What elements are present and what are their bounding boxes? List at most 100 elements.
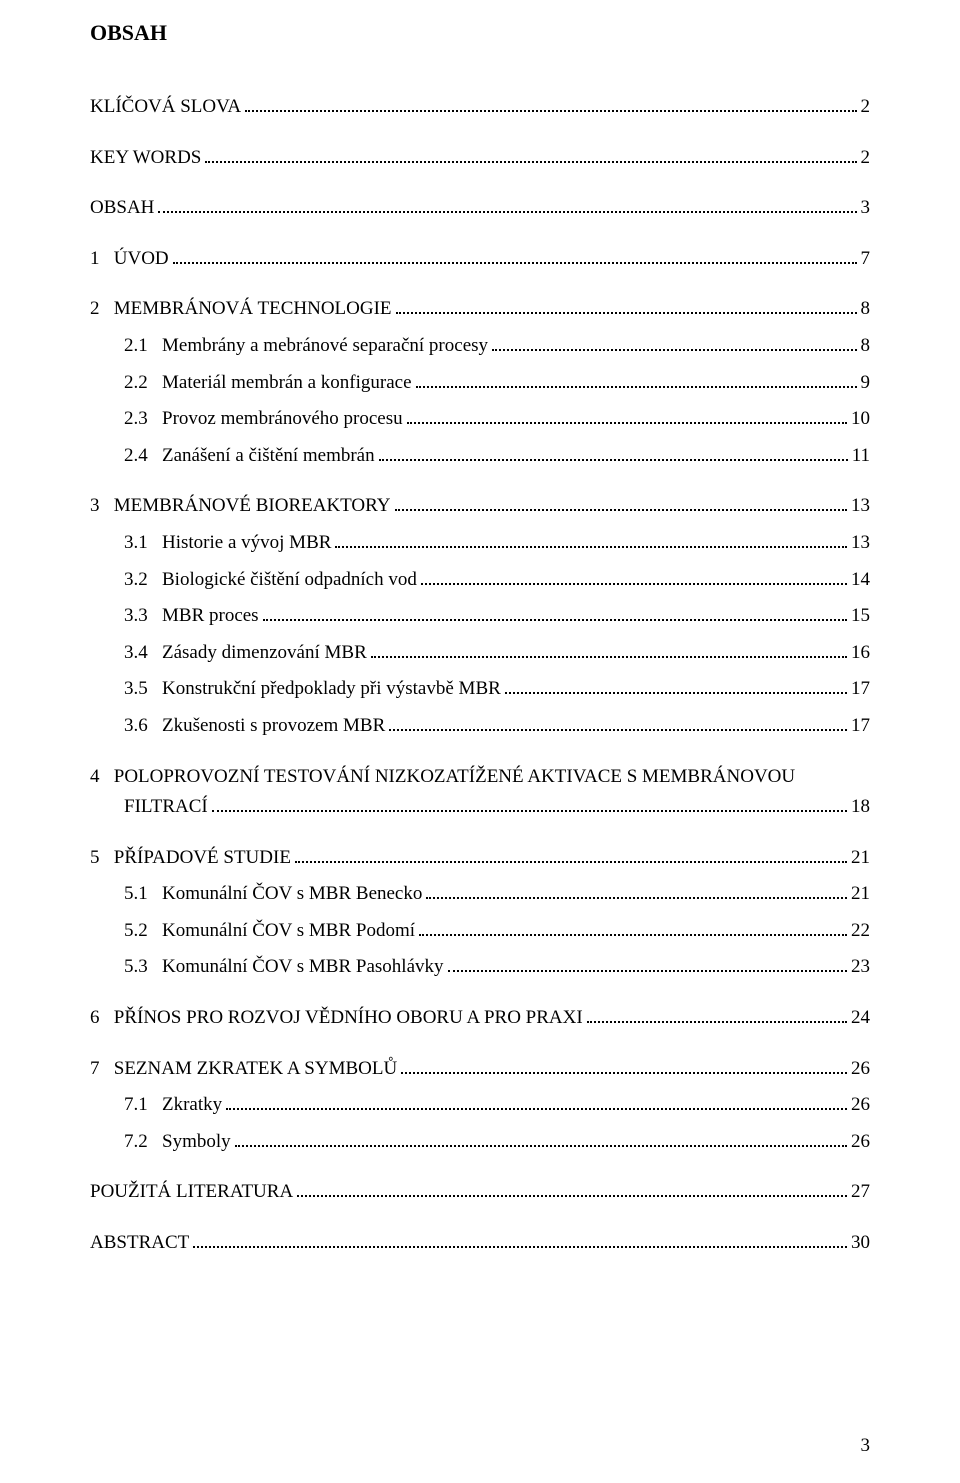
toc-leader	[416, 386, 857, 388]
toc-leader	[212, 810, 847, 812]
toc-entry: KLÍČOVÁ SLOVA 2	[90, 94, 870, 121]
toc-entry-page: 21	[851, 845, 870, 872]
toc-leader	[492, 349, 856, 351]
toc-entry-label: PŘÍNOS PRO ROZVOJ VĚDNÍHO OBORU A PRO PR…	[114, 1005, 583, 1032]
toc-entry-number: 3.3	[124, 603, 162, 630]
toc-entry-page: 8	[861, 296, 871, 323]
toc-leader	[421, 583, 847, 585]
toc-entry-page: 10	[851, 406, 870, 433]
toc-entry-number: 3	[90, 493, 114, 520]
toc-entry: POUŽITÁ LITERATURA 27	[90, 1179, 870, 1206]
toc-entry: 3 MEMBRÁNOVÉ BIOREAKTORY 13	[90, 493, 870, 520]
toc-gap	[90, 750, 870, 764]
toc-title: OBSAH	[90, 20, 870, 46]
toc-entry-number: 7.1	[124, 1092, 162, 1119]
toc-entry-page: 2	[861, 145, 871, 172]
toc-entry-number: 3.4	[124, 640, 162, 667]
toc-entry-label: Zásady dimenzování MBR	[162, 640, 367, 667]
toc-entry-page: 2	[861, 94, 871, 121]
toc-entry-number: 7	[90, 1056, 114, 1083]
toc-entry-label: Provoz membránového procesu	[162, 406, 403, 433]
toc-entry: 3.6 Zkušenosti s provozem MBR17	[90, 713, 870, 740]
toc-entry-page: 27	[851, 1179, 870, 1206]
toc-leader	[505, 692, 847, 694]
toc-entry-continuation: FILTRACÍ18	[90, 794, 870, 821]
toc-entry: 3.3 MBR proces15	[90, 603, 870, 630]
toc-entry-number: 3.2	[124, 567, 162, 594]
toc-body: KLÍČOVÁ SLOVA2KEY WORDS2OBSAH31 ÚVOD72 M…	[90, 94, 870, 1257]
toc-entry-page: 13	[851, 493, 870, 520]
toc-entry: OBSAH3	[90, 195, 870, 222]
toc-entry-label: MBR proces	[162, 603, 259, 630]
toc-leader	[587, 1021, 847, 1023]
toc-gap	[90, 181, 870, 195]
toc-leader	[401, 1072, 847, 1074]
toc-entry: 3.1 Historie a vývoj MBR13	[90, 530, 870, 557]
toc-leader	[158, 211, 856, 213]
toc-entry-label: Biologické čištění odpadních vod	[162, 567, 417, 594]
toc-entry-number: 5.2	[124, 918, 162, 945]
toc-gap	[90, 232, 870, 246]
toc-entry-page: 7	[861, 246, 871, 273]
toc-entry-label: MEMBRÁNOVÉ BIOREAKTORY	[114, 493, 391, 520]
toc-entry-label: SEZNAM ZKRATEK A SYMBOLŮ	[114, 1056, 397, 1083]
toc-entry: 5.2 Komunální ČOV s MBR Podomí22	[90, 918, 870, 945]
toc-entry: KEY WORDS 2	[90, 145, 870, 172]
toc-entry: 4 POLOPROVOZNÍ TESTOVÁNÍ NIZKOZATÍŽENÉ A…	[90, 764, 870, 791]
toc-entry: 7.1 Zkratky 26	[90, 1092, 870, 1119]
toc-entry: 6 PŘÍNOS PRO ROZVOJ VĚDNÍHO OBORU A PRO …	[90, 1005, 870, 1032]
toc-entry-page: 14	[851, 567, 870, 594]
toc-entry-page: 26	[851, 1056, 870, 1083]
toc-entry: 5.1 Komunální ČOV s MBR Benecko21	[90, 881, 870, 908]
toc-entry-number: 2.2	[124, 370, 162, 397]
toc-gap	[90, 991, 870, 1005]
toc-entry: 5 PŘÍPADOVÉ STUDIE21	[90, 845, 870, 872]
toc-entry-label: Komunální ČOV s MBR Benecko	[162, 881, 422, 908]
page-number: 3	[861, 1435, 871, 1457]
toc-leader	[226, 1108, 847, 1110]
toc-entry-label: Membrány a mebránové separační procesy	[162, 333, 488, 360]
toc-entry-page: 26	[851, 1129, 870, 1156]
toc-leader	[263, 619, 847, 621]
toc-leader	[389, 729, 847, 731]
page-container: OBSAH KLÍČOVÁ SLOVA2KEY WORDS2OBSAH31 ÚV…	[0, 0, 960, 1483]
toc-leader	[335, 546, 847, 548]
toc-entry-number: 1	[90, 246, 114, 273]
toc-entry-page: 13	[851, 530, 870, 557]
toc-entry: 2.2 Materiál membrán a konfigurace 9	[90, 370, 870, 397]
toc-entry-label: KLÍČOVÁ SLOVA	[90, 94, 241, 121]
toc-gap	[90, 1042, 870, 1056]
toc-entry: 7.2 Symboly26	[90, 1129, 870, 1156]
toc-entry-label: POLOPROVOZNÍ TESTOVÁNÍ NIZKOZATÍŽENÉ AKT…	[114, 764, 795, 791]
toc-entry-number: 7.2	[124, 1129, 162, 1156]
toc-entry-label: ABSTRACT	[90, 1230, 189, 1257]
toc-entry-number: 2	[90, 296, 114, 323]
toc-entry-label: FILTRACÍ	[124, 794, 208, 821]
toc-entry-page: 26	[851, 1092, 870, 1119]
toc-entry-label: POUŽITÁ LITERATURA	[90, 1179, 293, 1206]
toc-leader	[297, 1195, 847, 1197]
toc-entry-label: Materiál membrán a konfigurace	[162, 370, 412, 397]
toc-entry-label: Zkušenosti s provozem MBR	[162, 713, 385, 740]
toc-entry-page: 17	[851, 713, 870, 740]
toc-entry-page: 11	[852, 443, 870, 470]
toc-entry-number: 6	[90, 1005, 114, 1032]
toc-gap	[90, 831, 870, 845]
toc-entry-page: 9	[861, 370, 871, 397]
toc-entry-number: 2.3	[124, 406, 162, 433]
toc-entry-label: KEY WORDS	[90, 145, 201, 172]
toc-leader	[371, 656, 847, 658]
toc-entry-label: Zkratky	[162, 1092, 222, 1119]
toc-entry-label: Komunální ČOV s MBR Pasohlávky	[162, 954, 444, 981]
toc-leader	[173, 262, 857, 264]
toc-entry: 3.4 Zásady dimenzování MBR16	[90, 640, 870, 667]
toc-entry-label: PŘÍPADOVÉ STUDIE	[114, 845, 291, 872]
toc-entry: 3.5 Konstrukční předpoklady při výstavbě…	[90, 676, 870, 703]
toc-leader	[395, 509, 847, 511]
toc-entry-page: 21	[851, 881, 870, 908]
toc-entry-label: OBSAH	[90, 195, 154, 222]
toc-gap	[90, 1165, 870, 1179]
toc-gap	[90, 1216, 870, 1230]
toc-entry-page: 30	[851, 1230, 870, 1257]
toc-entry-page: 23	[851, 954, 870, 981]
